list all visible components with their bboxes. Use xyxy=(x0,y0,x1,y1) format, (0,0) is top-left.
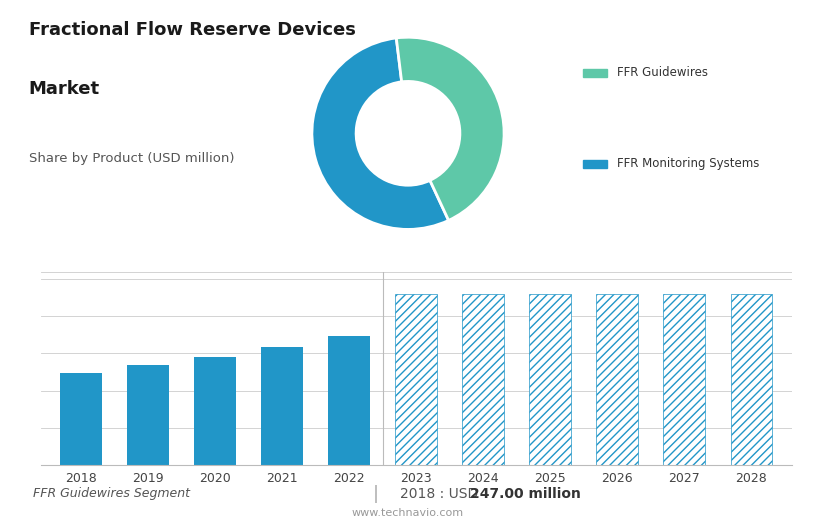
FancyBboxPatch shape xyxy=(583,160,607,168)
Text: 2018 : USD: 2018 : USD xyxy=(400,487,482,501)
Text: 247.00 million: 247.00 million xyxy=(470,487,581,501)
Wedge shape xyxy=(312,38,449,229)
Text: Share by Product (USD million): Share by Product (USD million) xyxy=(29,152,234,165)
Bar xyxy=(463,294,504,465)
Text: FFR Guidewires: FFR Guidewires xyxy=(617,66,707,79)
Text: Market: Market xyxy=(29,80,100,98)
Text: Fractional Flow Reserve Devices: Fractional Flow Reserve Devices xyxy=(29,21,356,39)
Bar xyxy=(396,294,437,465)
Bar xyxy=(596,294,638,465)
Bar xyxy=(730,294,772,465)
Text: |: | xyxy=(372,485,379,503)
Bar xyxy=(663,294,705,465)
Text: FFR Monitoring Systems: FFR Monitoring Systems xyxy=(617,157,759,170)
Text: FFR Guidewires Segment: FFR Guidewires Segment xyxy=(33,487,189,500)
Text: www.technavio.com: www.technavio.com xyxy=(352,508,464,518)
Bar xyxy=(127,365,169,465)
Bar xyxy=(328,336,370,465)
Bar xyxy=(194,357,236,465)
FancyBboxPatch shape xyxy=(583,69,607,77)
Bar xyxy=(261,347,303,465)
Wedge shape xyxy=(397,37,504,220)
Bar xyxy=(60,373,102,465)
Bar xyxy=(530,294,571,465)
